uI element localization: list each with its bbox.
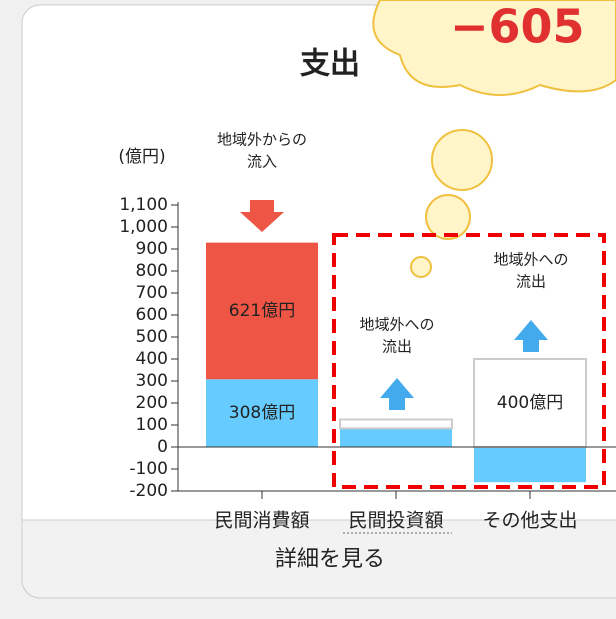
- annotation: 地域外への: [359, 316, 434, 334]
- value-label: 400億円: [497, 393, 563, 413]
- highlight-box: [332, 233, 606, 489]
- y-tick-label: 600: [136, 305, 168, 325]
- y-axis-label: (億円): [118, 147, 165, 167]
- annotation: 地域外からの: [217, 131, 307, 149]
- annotation: 地域外への: [493, 251, 568, 269]
- y-tick-label: -200: [129, 481, 168, 501]
- y-tick-label: 200: [136, 393, 168, 413]
- callout-text: −605: [450, 0, 585, 54]
- value-label: 621億円: [229, 301, 295, 321]
- x-tick-label: 民間投資額: [348, 510, 443, 532]
- y-tick-label: 0: [157, 437, 168, 457]
- button-label[interactable]: 詳細を見る: [275, 547, 385, 572]
- x-tick-label: その他支出: [482, 510, 577, 532]
- y-tick-label: 900: [136, 239, 168, 259]
- y-tick-label: 700: [136, 283, 168, 303]
- y-tick-label: 100: [136, 415, 168, 435]
- bar-segment: [340, 428, 452, 447]
- y-tick-label: 500: [136, 327, 168, 347]
- annotation: 流出: [382, 338, 412, 356]
- y-tick-label: 300: [136, 371, 168, 391]
- bar-segment: [339, 418, 453, 430]
- y-tick-label: 1,100: [119, 195, 168, 215]
- outflow-arrow: [380, 378, 414, 410]
- x-tick-label: 民間消費額: [214, 510, 309, 532]
- y-tick-label: 400: [136, 349, 168, 369]
- bar-segment: [474, 447, 586, 483]
- annotation: 流入: [247, 153, 277, 171]
- y-tick-label: -100: [129, 459, 168, 479]
- y-tick-label: 800: [136, 261, 168, 281]
- value-label: 308億円: [229, 403, 295, 423]
- annotation: 流出: [516, 273, 546, 291]
- y-tick-label: 1,000: [119, 217, 168, 237]
- chart-title: 支出: [300, 47, 360, 82]
- button-area[interactable]: [21, 519, 616, 599]
- bar-segment: [206, 242, 318, 380]
- thought-bubble: [372, 0, 616, 278]
- inflow-arrow: [240, 200, 284, 232]
- outflow-arrow: [514, 320, 548, 352]
- bar-segment: [206, 379, 318, 447]
